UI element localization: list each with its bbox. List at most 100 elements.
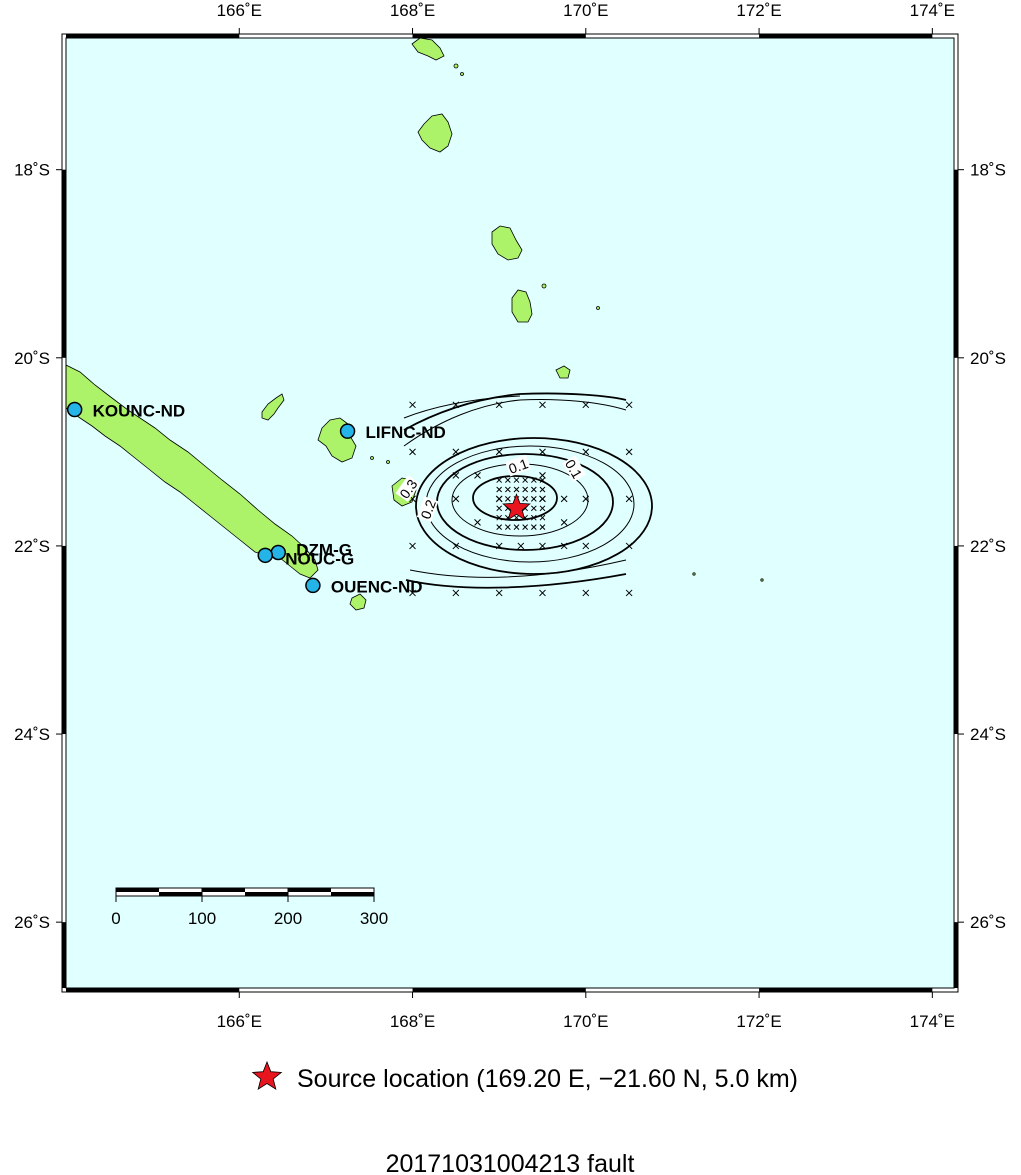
scale-bar-segment [116,888,159,892]
grid-point [496,477,503,483]
grid-point [539,486,546,493]
contour-line [405,573,627,589]
grid-point [625,495,633,503]
grid-point [625,542,633,550]
islet [460,72,464,76]
grid-point [496,514,503,521]
grid-point [530,496,537,502]
contour-line [403,398,627,447]
grid-point [522,524,529,530]
grid-point [582,589,590,597]
islet [760,578,764,582]
grid-point [522,477,529,483]
lon-tick-label-top: 174˚E [910,1,955,20]
station-label: KOUNC-ND [93,402,186,421]
islet [370,456,374,460]
islet [596,306,600,310]
frame-bar-right [954,169,958,358]
scale-bar-label: 100 [188,909,216,928]
isle-of-pines [349,593,367,611]
grid-point [539,524,546,530]
lon-tick-label-top: 166˚E [217,1,262,20]
grid-point [539,448,546,456]
grid-point [452,542,460,550]
station-marker [270,544,287,561]
grid-point [522,486,529,493]
station-marker [305,577,321,594]
grid-point [504,486,511,493]
islet [692,572,696,576]
contour-label: 0.2 [417,497,439,521]
grid-point [474,472,481,479]
station-label: DZM-G [296,541,352,560]
scale-bar-segment [159,892,202,896]
frame-bar-right [954,545,958,735]
source-location [502,493,531,521]
frame-bar-bottom [66,988,240,992]
grid-point [495,448,503,456]
contour-label-bg [562,455,587,483]
malakula-island [417,113,453,153]
lat-tick-label-right: 24˚S [970,725,1006,744]
grid-point [625,448,633,456]
erromango-island [511,289,533,323]
contour-line [472,475,558,521]
scale-bar-label: 300 [360,909,388,928]
grid-point [625,589,633,597]
grid-point [452,589,460,597]
grid-point [409,542,416,550]
lon-tick-label-bottom: 172˚E [736,1012,781,1031]
grid-point [504,524,511,530]
contour-label-bg [505,454,532,477]
lon-tick-label-bottom: 166˚E [217,1012,262,1031]
grid-point [582,448,590,456]
grid-point [495,401,503,409]
contour-line [403,392,627,431]
grid-point [409,589,416,597]
lon-tick-label-top: 168˚E [390,1,435,20]
station-label: NOUC-G [285,549,354,568]
lat-tick-label-right: 22˚S [970,537,1006,556]
scale-bar-segment [245,892,288,896]
grid-point [539,542,546,550]
grid-point [452,472,460,479]
contour-line [403,395,521,419]
figure-title: 20171031004213 fault [386,1150,635,1175]
contour-label-bg [395,475,421,502]
contour-label: 0.1 [506,455,530,477]
espiritu-santo-island [411,38,445,61]
contour-label-bg [416,496,439,523]
frame-bar-bottom [412,988,586,992]
lat-tick-label-left: 22˚S [14,537,50,556]
grid-point [530,514,537,521]
station-marker [66,401,83,418]
grid-search-points [409,401,633,597]
lat-tick-label-right: 20˚S [970,349,1006,368]
grid-point [539,589,546,597]
new-caledonia-island [66,364,319,579]
station-label: OUENC-ND [331,577,423,596]
grid-point [452,401,460,409]
contour-labels: 0.1 0.10.20.3 [395,454,587,523]
scale-bar-label: 200 [274,909,302,928]
grid-point [530,486,537,493]
grid-point [513,486,520,493]
frame-bar-right [954,922,958,988]
lat-tick-label-left: 26˚S [14,913,50,932]
frame-bar-top [759,34,933,38]
grid-point [409,495,416,503]
grid-point [522,496,529,502]
lat-tick-label-left: 18˚S [14,161,50,180]
station-marker [257,547,274,564]
grid-point [539,477,546,483]
lat-tick-label-left: 24˚S [14,725,50,744]
grid-point [474,519,481,526]
frame-bar-left [62,169,66,358]
frame-bar-top [412,34,586,38]
scale-bar-segment [288,888,331,892]
frame-bar-left [62,922,66,988]
grid-point [539,514,546,521]
grid-point [504,477,511,483]
lat-tick-label-left: 20˚S [14,349,50,368]
